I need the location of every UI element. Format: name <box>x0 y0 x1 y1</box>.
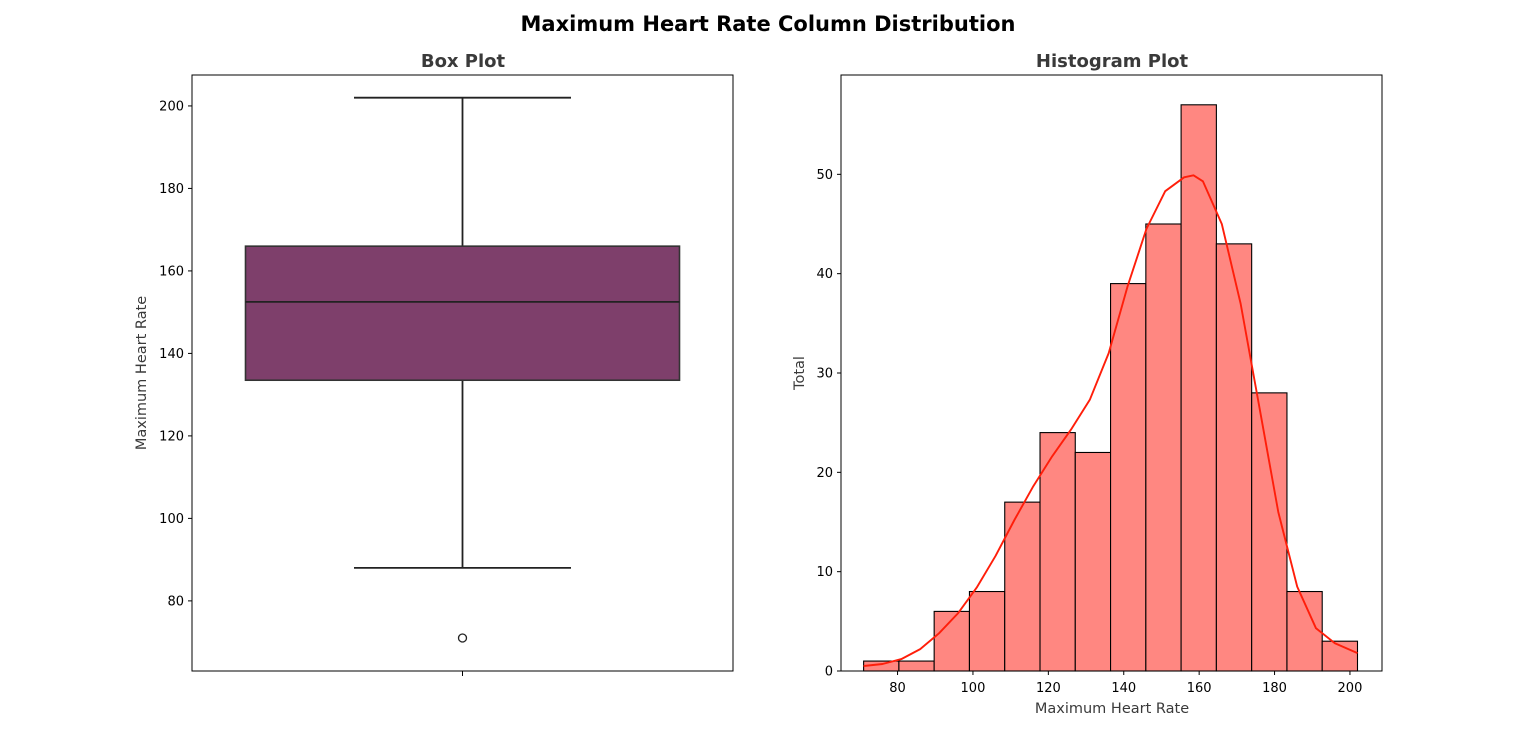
histogram-bar <box>1180 104 1217 672</box>
histogram-x-tick-label: 160 <box>1187 681 1212 696</box>
histogram-frame <box>840 74 1383 672</box>
box-y-tick-label: 100 <box>159 512 184 527</box>
histogram-y-tick-label: 30 <box>816 367 833 382</box>
box-y-tick-label: 200 <box>159 99 184 114</box>
box-y-tick-label: 120 <box>159 429 184 444</box>
histogram-bar <box>1110 283 1147 672</box>
histogram-x-tick-label: 100 <box>961 681 986 696</box>
box-plot-content: 80 100 120 140 160 180 200 <box>159 74 734 676</box>
histogram-content: 80 100 120 140 160 180 200 0 10 20 30 40 50 <box>816 74 1383 696</box>
box-y-tick-label: 180 <box>159 182 184 197</box>
kde-density-line <box>863 174 1358 667</box>
histogram-y-tick-label: 0 <box>825 665 833 680</box>
histogram-panel: Histogram Plot Total Maximum Heart Rate … <box>792 51 1383 717</box>
histogram-x-tick-label: 140 <box>1111 681 1136 696</box>
histogram-bar <box>1004 501 1041 672</box>
histogram-bar <box>1074 451 1112 672</box>
histogram-bar <box>968 590 1006 672</box>
box-y-tick-label: 140 <box>159 347 184 362</box>
histogram-y-axis-label: Total <box>792 356 808 391</box>
box-outlier-point <box>457 633 468 643</box>
histogram-bar <box>1145 223 1182 672</box>
histogram-x-tick-label: 80 <box>889 681 906 696</box>
histogram-x-axis-label: Maximum Heart Rate <box>1035 701 1189 717</box>
histogram-x-tick-label: 180 <box>1262 681 1287 696</box>
histogram-bar <box>898 660 935 672</box>
histogram-bar <box>1039 432 1076 672</box>
histogram-x-tick-label: 120 <box>1036 681 1061 696</box>
histogram-y-tick-label: 50 <box>816 168 833 183</box>
box-y-tick-label: 80 <box>167 594 184 609</box>
box-iqr <box>244 245 681 382</box>
box-plot-frame <box>191 74 734 672</box>
box-y-tick-label: 160 <box>159 264 184 279</box>
histogram-x-tick-label: 200 <box>1338 681 1363 696</box>
box-plot-y-axis-label: Maximum Heart Rate <box>134 296 150 450</box>
histogram-y-tick-label: 40 <box>816 267 833 282</box>
histogram-y-tick-label: 10 <box>816 565 833 580</box>
box-plot-panel: Box Plot Maximum Heart Rate 80 100 120 140 1… <box>134 51 734 676</box>
histogram-bar <box>1251 392 1288 672</box>
histogram-y-tick-label: 20 <box>816 466 833 481</box>
box-plot-title: Box Plot <box>421 51 506 72</box>
histogram-bar <box>1215 243 1253 672</box>
figure-title: Maximum Heart Rate Column Distribution <box>521 12 1016 36</box>
histogram-title: Histogram Plot <box>1036 51 1189 72</box>
